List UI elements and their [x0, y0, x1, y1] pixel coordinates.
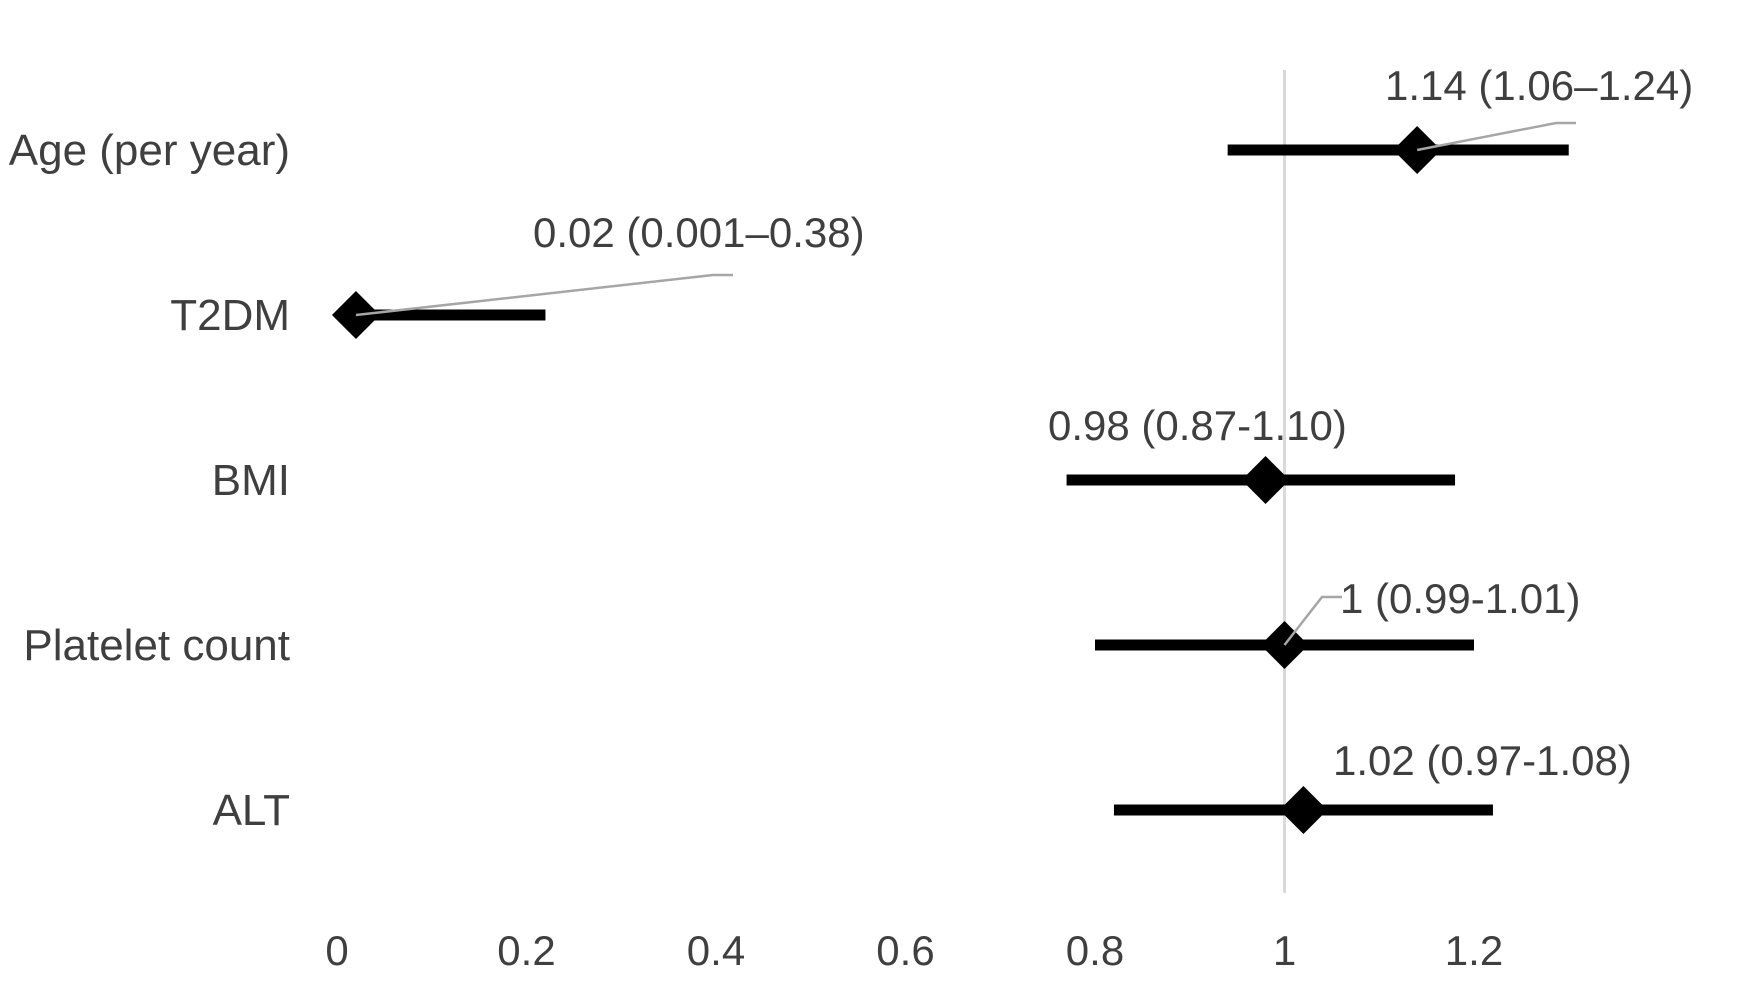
- category-label: Platelet count: [23, 621, 290, 670]
- x-tick-label: 0.8: [1066, 927, 1124, 974]
- forest-row: 1.14 (1.06–1.24): [1227, 62, 1693, 174]
- estimate-data-label: 0.98 (0.87-1.10): [1048, 402, 1347, 449]
- estimate-diamond-marker: [1241, 456, 1290, 504]
- forest-row: 0.98 (0.87-1.10): [1048, 402, 1456, 504]
- estimate-diamond-marker: [1279, 786, 1328, 834]
- estimate-data-label: 1.02 (0.97-1.08): [1333, 737, 1632, 784]
- data-marks-group: 1.14 (1.06–1.24) 0.02 (0.001–0.38) 0.98 (0…: [331, 62, 1693, 834]
- estimate-data-label: 1.14 (1.06–1.24): [1385, 62, 1693, 109]
- x-tick-label: 0.6: [876, 927, 934, 974]
- forest-row: 0.02 (0.001–0.38): [331, 209, 865, 339]
- category-labels-group: Age (per year) T2DM BMI Platelet count ALT: [9, 126, 290, 835]
- forest-row: 1.02 (0.97-1.08): [1113, 737, 1632, 834]
- estimate-data-label: 1 (0.99-1.01): [1340, 575, 1580, 622]
- x-tick-label: 1: [1273, 927, 1296, 974]
- x-tick-label: 1.2: [1445, 927, 1503, 974]
- forest-row: 1 (0.99-1.01): [1095, 575, 1580, 669]
- estimate-data-label: 0.02 (0.001–0.38): [533, 209, 865, 256]
- label-leader-line: [1416, 121, 1576, 152]
- label-leader-line: [1283, 595, 1342, 646]
- x-axis-ticks-group: 0 0.2 0.4 0.6 0.8 1 1.2: [325, 927, 1503, 974]
- category-label: T2DM: [170, 291, 290, 340]
- label-leader-line: [355, 273, 733, 317]
- x-tick-label: 0.4: [687, 927, 745, 974]
- x-tick-label: 0.2: [497, 927, 555, 974]
- category-label: Age (per year): [9, 126, 290, 175]
- category-label: ALT: [213, 786, 290, 835]
- category-label: BMI: [212, 456, 290, 505]
- x-tick-label: 0: [325, 927, 348, 974]
